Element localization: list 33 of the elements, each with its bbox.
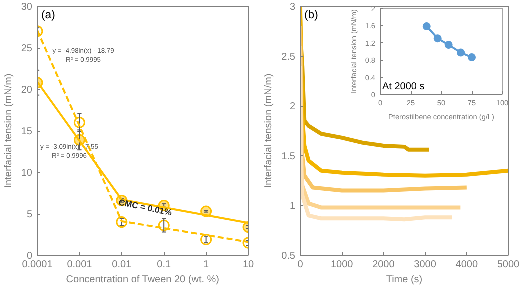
y-tick-label: 1 (290, 201, 296, 212)
x-tick-label: 10 (242, 260, 254, 270)
y-tick-label: 2.5 (282, 52, 296, 63)
x-tick-label: 1000 (330, 260, 354, 270)
x-tick-label: 0.001 (67, 260, 93, 270)
y-tick-label: 25 (21, 44, 33, 54)
x-axis-title: Time (s) (386, 274, 423, 286)
y-tick-label: 2 (290, 102, 296, 113)
y-axis-title: Interfacial tension (mN/m) (264, 74, 275, 188)
y-tick-label: 5 (26, 210, 33, 220)
y-tick-label: 0 (26, 251, 33, 262)
x-tick-label: 0.0001 (22, 260, 54, 270)
chart-title: (a) (42, 10, 56, 22)
y-tick-label: 30 (21, 2, 33, 13)
x-tick-label: 3000 (414, 260, 437, 270)
x-tick-label: 4000 (456, 260, 478, 270)
chart-title: (b) (304, 10, 319, 22)
x-tick-label: 5000 (497, 260, 520, 270)
annotation: At 2000 s (382, 82, 425, 92)
x-axis-title: Concentration of Tween 20 (wt. %) (66, 274, 220, 286)
y-tick-label: 20 (21, 85, 33, 96)
y-tick-label: 15 (21, 126, 33, 138)
annotation: CMC = 0.01% (118, 197, 174, 218)
y-tick-label: 1.5 (282, 151, 296, 162)
y-axis-title: Interfacial tension (mN/m) (3, 74, 14, 188)
x-tick-label: 1 (204, 260, 210, 270)
y-tick-label: 0.5 (282, 251, 296, 262)
x-tick-label: 0.1 (157, 260, 172, 270)
y-tick-label: 3 (290, 2, 296, 13)
x-tick-label: 0 (298, 260, 304, 270)
x-tick-label: 2000 (372, 260, 396, 270)
x-tick-label: 0.01 (112, 260, 132, 270)
y-tick-label: 10 (21, 168, 33, 179)
